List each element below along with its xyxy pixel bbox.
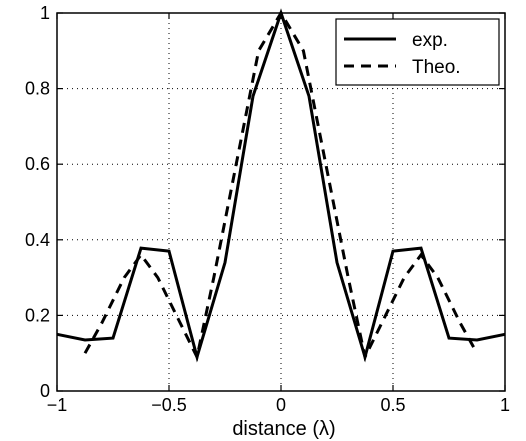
y-tick-label: 0.8: [25, 79, 50, 99]
y-tick-label: 1: [40, 3, 50, 23]
grid-lines: [57, 13, 505, 391]
legend: exp. Theo.: [335, 18, 500, 86]
legend-label-exp: exp.: [412, 30, 448, 51]
x-tick-label: 0.5: [380, 395, 405, 415]
x-tick-label: −1: [47, 395, 68, 415]
x-axis-label: distance (λ): [232, 418, 335, 440]
legend-box: [335, 18, 500, 86]
legend-label-theo: Theo.: [412, 57, 461, 78]
ticks-layer: −1 −0.5 0 0.5 1 0 0.2 0.4 0.6 0.8 1: [25, 3, 510, 415]
x-tick-label: 1: [500, 395, 510, 415]
x-tick-label: 0: [276, 395, 286, 415]
y-tick-label: 0.4: [25, 230, 50, 250]
y-tick-label: 0: [40, 381, 50, 401]
x-tick-label: −0.5: [151, 395, 187, 415]
y-tick-label: 0.6: [25, 154, 50, 174]
y-tick-label: 0.2: [25, 305, 50, 325]
